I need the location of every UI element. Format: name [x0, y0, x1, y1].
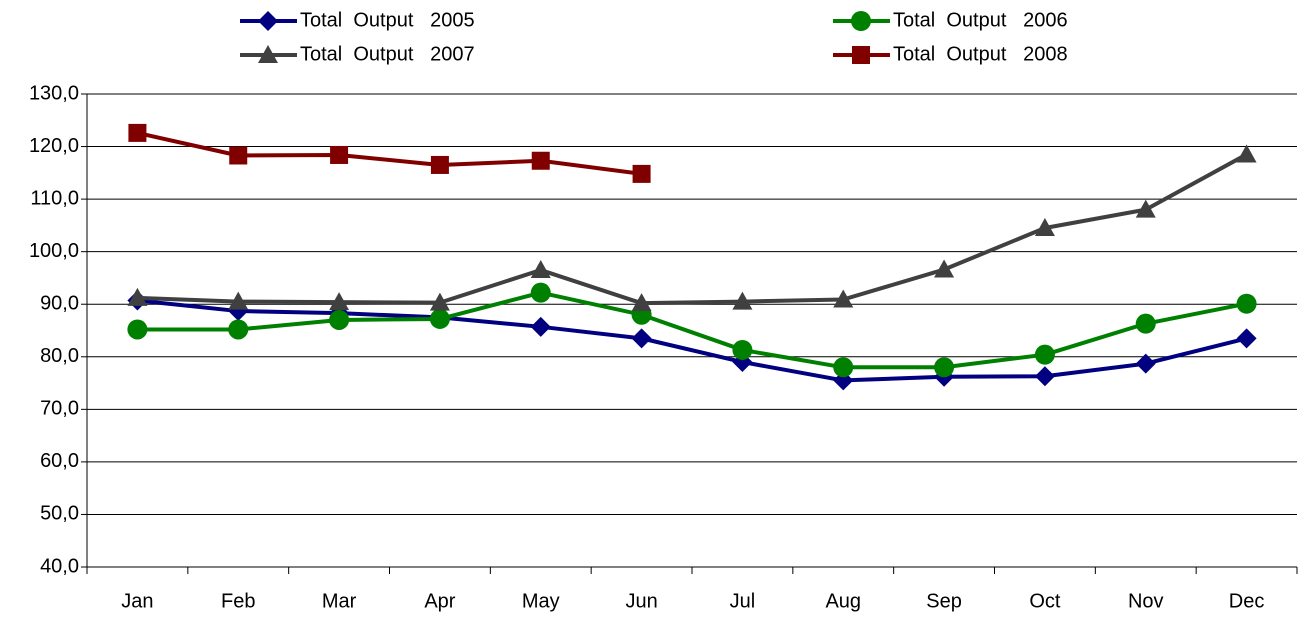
y-tick-label: 100,0 — [29, 240, 79, 262]
x-tick-label: Apr — [424, 590, 455, 612]
y-tick-label: 60,0 — [40, 450, 79, 472]
data-point — [228, 291, 249, 310]
data-point — [1034, 366, 1055, 387]
x-tick-label: Sep — [926, 590, 962, 612]
legend-marker — [852, 46, 870, 64]
data-point — [530, 260, 551, 279]
data-point — [1236, 144, 1257, 163]
data-point — [1135, 353, 1156, 374]
x-tick-label: Dec — [1229, 590, 1265, 612]
data-point — [1034, 344, 1055, 365]
data-point — [1135, 313, 1156, 334]
data-point — [429, 308, 450, 329]
legend-label: Total Output 2005 — [300, 9, 475, 31]
x-tick-label: Jan — [121, 590, 153, 612]
y-tick-label: 120,0 — [29, 135, 79, 157]
series-line — [137, 152, 1248, 306]
series-line — [136, 130, 642, 176]
data-point — [329, 292, 350, 311]
data-point — [732, 339, 753, 360]
x-tick-label: Jun — [625, 590, 657, 612]
y-tick-label: 50,0 — [40, 503, 79, 525]
data-point — [1034, 218, 1055, 237]
data-point — [228, 319, 249, 340]
data-point — [128, 123, 147, 142]
data-point — [329, 309, 350, 330]
data-point — [631, 328, 652, 349]
data-point — [1236, 328, 1257, 349]
data-point — [1236, 293, 1257, 314]
data-point — [631, 293, 652, 312]
x-tick-label: Feb — [221, 590, 255, 612]
legend-marker — [258, 45, 278, 63]
x-tick-label: May — [522, 590, 560, 612]
data-point — [429, 292, 450, 311]
series-line — [137, 290, 1247, 370]
y-tick-label: 80,0 — [40, 345, 79, 367]
x-tick-label: Mar — [322, 590, 357, 612]
data-point — [934, 259, 955, 278]
data-point — [833, 289, 854, 308]
x-tick-label: Nov — [1128, 590, 1164, 612]
data-point — [127, 319, 148, 340]
x-tick-label: Aug — [825, 590, 861, 612]
data-point — [732, 291, 753, 310]
data-point — [934, 357, 955, 378]
legend-marker — [851, 11, 871, 31]
data-point — [632, 164, 651, 183]
y-tick-label: 70,0 — [40, 398, 79, 420]
data-point — [530, 316, 551, 337]
y-tick-label: 90,0 — [40, 293, 79, 315]
data-point — [127, 287, 148, 306]
y-tick-label: 130,0 — [29, 82, 79, 104]
x-tick-label: Oct — [1029, 590, 1061, 612]
data-point — [530, 282, 551, 303]
y-tick-label: 40,0 — [40, 555, 79, 577]
x-tick-label: Jul — [730, 590, 756, 612]
series-line — [137, 298, 1248, 383]
legend-label: Total Output 2007 — [300, 43, 475, 65]
y-tick-label: 110,0 — [30, 187, 79, 209]
legend-label: Total Output 2006 — [893, 9, 1068, 31]
data-point — [833, 357, 854, 378]
data-point — [430, 155, 449, 174]
data-point — [531, 151, 550, 170]
data-point — [330, 145, 349, 164]
data-point — [229, 146, 248, 165]
data-point — [1135, 199, 1156, 218]
legend-label: Total Output 2008 — [893, 43, 1068, 65]
legend-marker — [258, 11, 278, 31]
